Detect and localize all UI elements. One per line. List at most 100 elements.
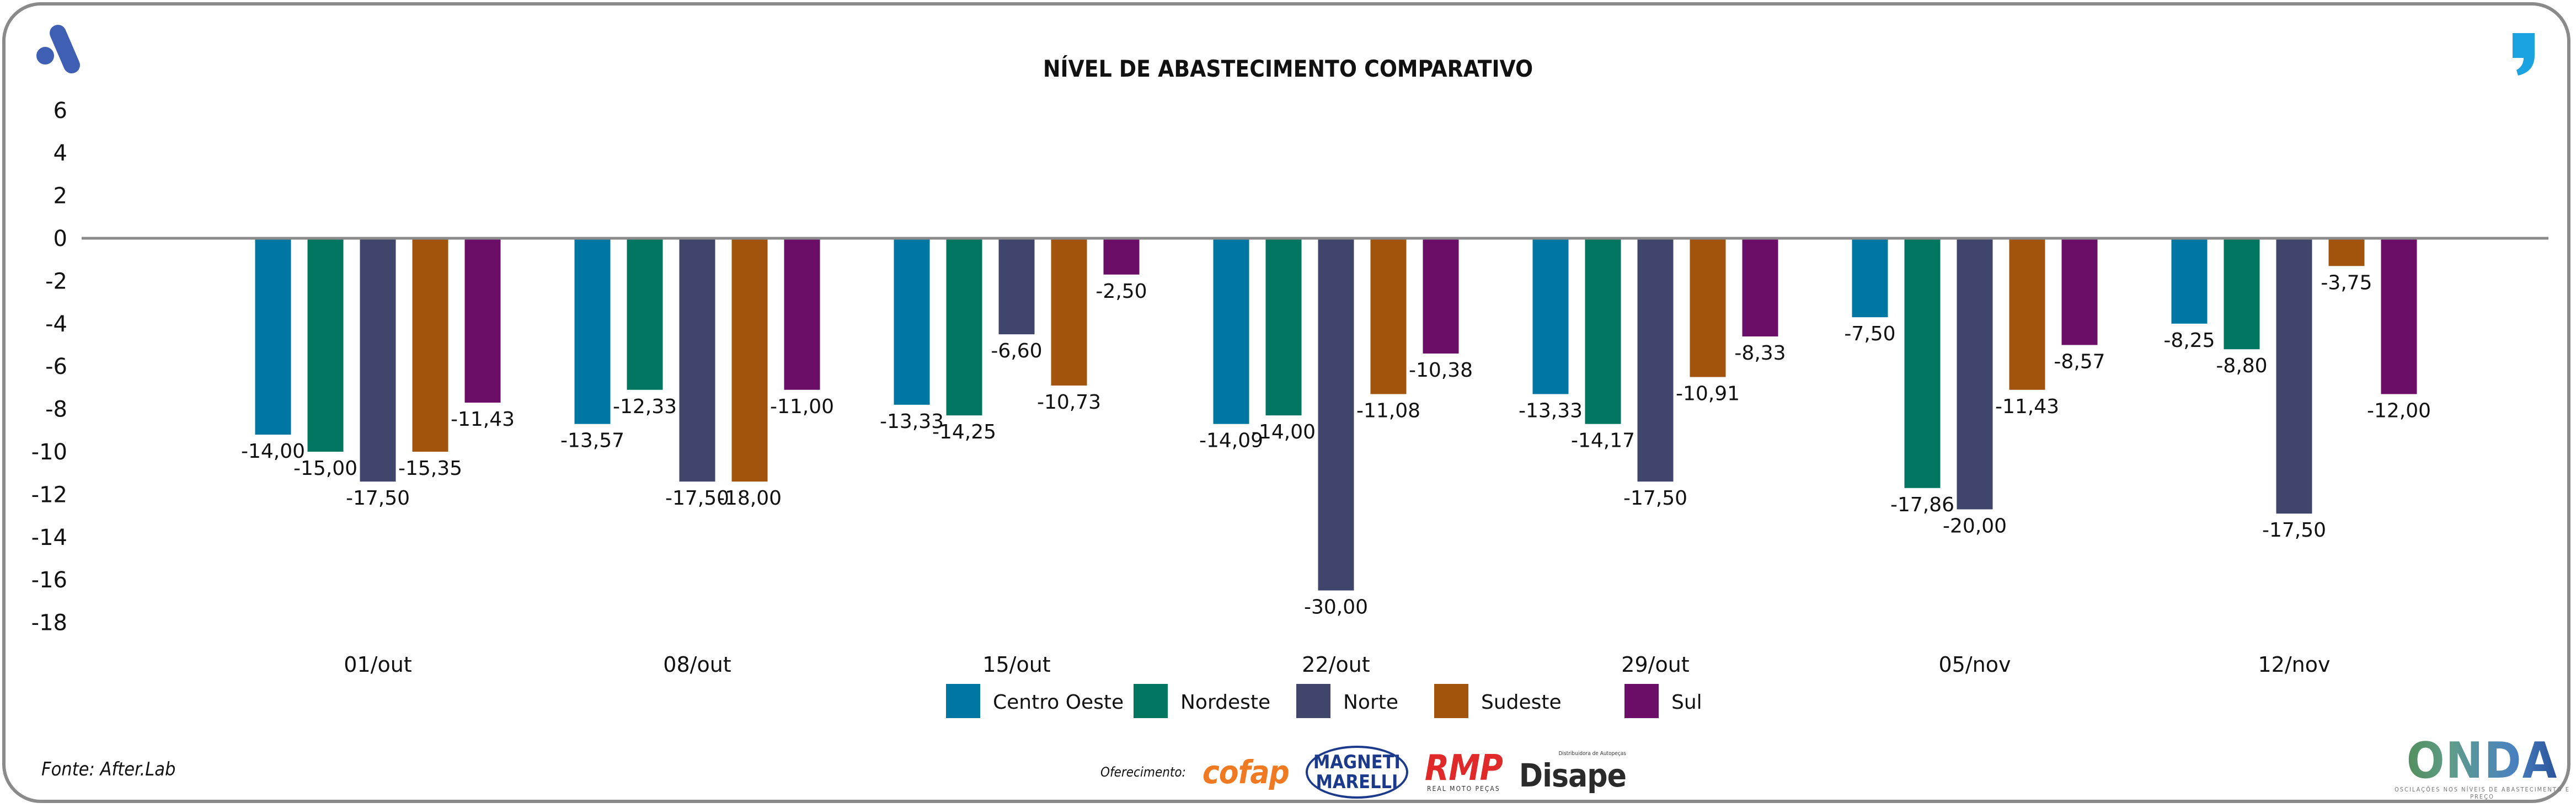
- data-label: -17,50: [2262, 519, 2326, 542]
- data-label: -6,60: [991, 340, 1042, 362]
- bar-sul: [1423, 238, 1459, 354]
- data-label: -11,00: [770, 395, 834, 418]
- legend-swatch: [1434, 684, 1468, 718]
- data-label: -13,33: [1519, 400, 1583, 422]
- x-tick-label: 08/out: [663, 652, 731, 677]
- bar-chart: 6420-2-4-6-8-10-12-14-16-1801/out-14,00-…: [31, 98, 2548, 718]
- bar-centro-oeste: [1213, 238, 1249, 424]
- data-label: -15,35: [398, 457, 462, 480]
- data-label: -12,00: [2367, 400, 2431, 422]
- x-tick-label: 01/out: [344, 652, 411, 677]
- onda-tagline: OSCILAÇÕES NOS NÍVEIS DE ABASTECIMENTO E…: [2394, 786, 2570, 800]
- data-label: -8,57: [2054, 351, 2105, 373]
- bar-norte: [1637, 238, 1674, 482]
- onda-logo-text: ONDA: [2388, 736, 2576, 786]
- data-label: -17,50: [1623, 487, 1687, 510]
- bar-sudeste: [412, 238, 448, 452]
- legend-swatch: [1134, 684, 1168, 718]
- bar-norte: [998, 238, 1035, 335]
- bar-nordeste: [2224, 238, 2260, 350]
- after-lab-logo-icon: [36, 25, 80, 73]
- data-label: -14,17: [1571, 430, 1635, 452]
- bar-centro-oeste: [1532, 238, 1569, 394]
- rmp-subtitle: REAL MOTO PEÇAS: [1427, 785, 1500, 793]
- bar-sudeste: [1051, 238, 1087, 386]
- legend-swatch: [946, 684, 980, 718]
- data-label: -17,86: [1890, 494, 1954, 516]
- rmp-logo-text: RMP: [1424, 748, 1503, 789]
- x-tick-label: 12/nov: [2258, 652, 2331, 677]
- data-label: -14,00: [1252, 421, 1316, 443]
- legend-label: Nordeste: [1180, 691, 1270, 714]
- bar-norte: [1318, 238, 1354, 591]
- y-tick-label: -2: [45, 269, 67, 294]
- x-tick-label: 05/nov: [1939, 652, 2011, 677]
- bar-sudeste: [2009, 238, 2045, 390]
- disape-subtitle: Distribuidora de Autopeças: [1558, 750, 1626, 757]
- data-label: -8,80: [2216, 355, 2267, 377]
- bar-nordeste: [627, 238, 663, 390]
- data-label: -30,00: [1304, 596, 1368, 619]
- onda-logo: ONDA OSCILAÇÕES NOS NÍVEIS DE ABASTECIME…: [2388, 736, 2576, 801]
- data-label: -15,00: [293, 457, 357, 480]
- data-label: -13,33: [880, 410, 944, 433]
- bar-sul: [1103, 238, 1140, 275]
- y-tick-label: 2: [54, 184, 67, 209]
- y-tick-label: -8: [45, 397, 67, 422]
- bar-nordeste: [1904, 238, 1941, 488]
- data-label: -2,50: [1095, 280, 1147, 303]
- data-label: -11,43: [1995, 395, 2059, 418]
- data-label: -10,91: [1676, 383, 1740, 405]
- bar-sul: [2061, 238, 2098, 345]
- data-label: -17,50: [665, 487, 729, 510]
- legend-label: Sul: [1671, 691, 1702, 714]
- cofap-logo: cofap: [1202, 753, 1290, 791]
- bar-sul: [464, 238, 501, 403]
- bar-centro-oeste: [2171, 238, 2208, 324]
- data-label: -10,38: [1409, 359, 1473, 382]
- y-tick-label: -12: [31, 482, 67, 507]
- legend-label: Norte: [1343, 691, 1398, 714]
- disape-logo: Distribuidora de Autopeças Disape: [1519, 750, 1627, 794]
- bar-norte: [1957, 238, 1993, 510]
- data-label: -14,09: [1199, 430, 1263, 452]
- sponsor-label: Oferecimento:: [1100, 764, 1186, 780]
- y-tick-label: -16: [31, 568, 67, 593]
- bar-sul: [784, 238, 820, 390]
- data-label: -14,25: [932, 421, 996, 443]
- y-tick-label: -4: [45, 312, 67, 337]
- bar-nordeste: [946, 238, 982, 416]
- data-label: -18,00: [718, 487, 782, 510]
- bar-sudeste: [2328, 238, 2365, 266]
- legend-swatch: [1296, 684, 1330, 718]
- legend-swatch: [1624, 684, 1659, 718]
- bar-sudeste: [1690, 238, 1726, 377]
- data-label: -17,50: [346, 487, 410, 510]
- y-tick-label: 4: [54, 141, 67, 166]
- data-label: -11,43: [451, 408, 515, 431]
- bar-norte: [679, 238, 715, 482]
- bar-sul: [1742, 238, 1778, 337]
- bar-norte: [360, 238, 396, 482]
- y-tick-label: 6: [54, 98, 67, 124]
- bar-sudeste: [731, 238, 768, 482]
- data-label: -3,75: [2321, 271, 2372, 294]
- y-tick-label: -18: [31, 611, 67, 636]
- data-label: -8,33: [1734, 342, 1786, 365]
- legend-label: Centro Oeste: [993, 691, 1124, 714]
- data-label: -12,33: [613, 395, 677, 418]
- y-tick-label: 0: [54, 226, 67, 252]
- x-tick-label: 29/out: [1621, 652, 1689, 677]
- chart-title: NÍVEL DE ABASTECIMENTO COMPARATIVO: [1043, 55, 1533, 82]
- quote-logo-icon: [2513, 33, 2535, 76]
- data-label: -20,00: [1943, 515, 2007, 537]
- bar-centro-oeste: [255, 238, 291, 435]
- legend-label: Sudeste: [1481, 691, 1562, 714]
- data-label: -8,25: [2163, 329, 2215, 352]
- bar-nordeste: [307, 238, 344, 452]
- x-tick-label: 15/out: [982, 652, 1050, 677]
- data-label: -7,50: [1844, 323, 1895, 345]
- data-label: -11,08: [1356, 400, 1420, 422]
